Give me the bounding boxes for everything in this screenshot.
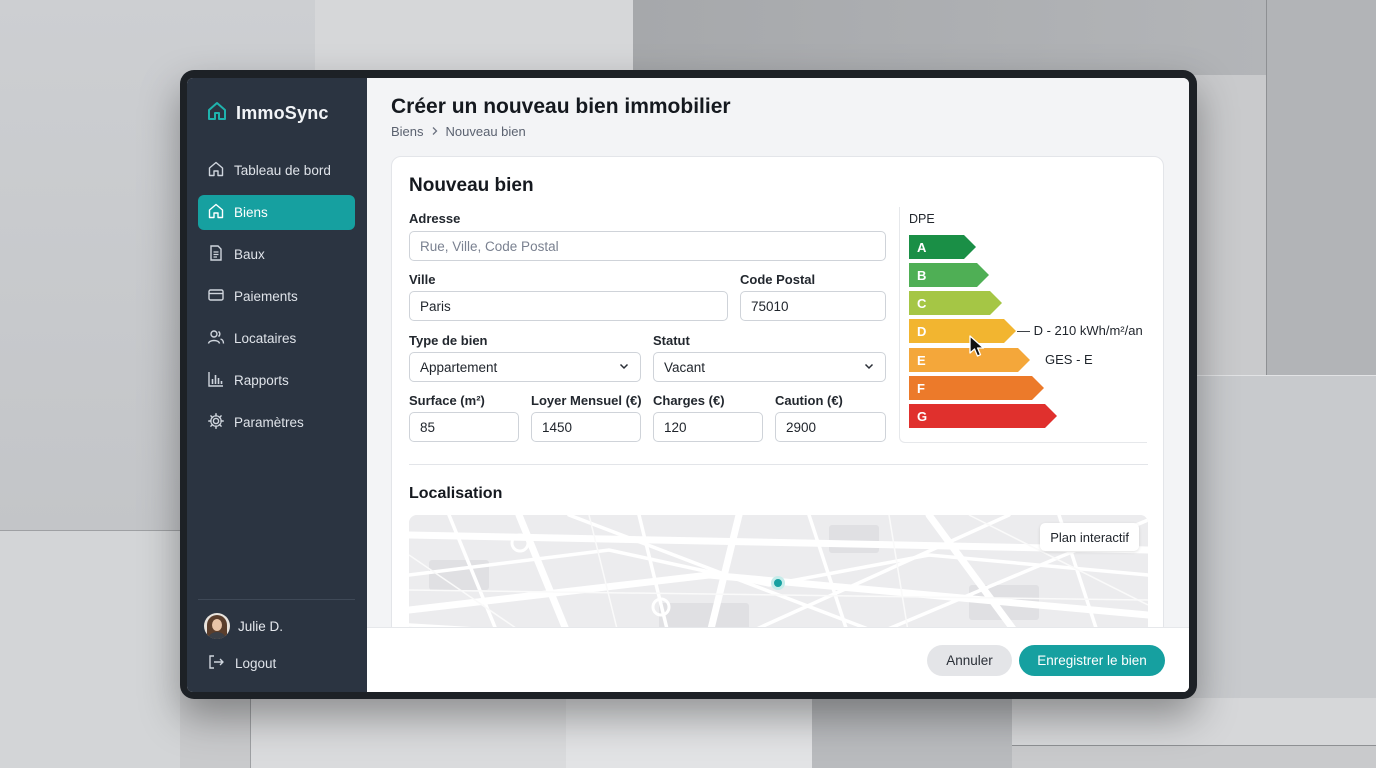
charges-label: Charges (€) [653, 393, 725, 408]
logout-button[interactable]: Logout [207, 653, 276, 674]
sidebar-item-dashboard[interactable]: Tableau de bord [198, 153, 355, 188]
section-divider [409, 464, 1148, 465]
mouse-cursor-icon [968, 334, 988, 363]
form-footer: Annuler Enregistrer le bien [367, 627, 1189, 692]
document-icon [207, 244, 225, 265]
sidebar-item-paiements[interactable]: Paiements [198, 279, 355, 314]
logout-label: Logout [235, 656, 277, 671]
dpe-title: DPE [909, 212, 935, 226]
chevron-down-icon [863, 360, 875, 375]
save-button[interactable]: Enregistrer le bien [1019, 645, 1165, 676]
app-window: ImmoSync Tableau de bord Biens Baux Paie… [187, 78, 1189, 692]
chevron-right-icon [430, 124, 440, 139]
deposit-input[interactable]: 2900 [775, 412, 886, 442]
property-form-card: Nouveau bien Adresse Rue, Ville, Code Po… [391, 156, 1164, 637]
avatar [204, 613, 230, 639]
sidebar-divider [198, 599, 355, 600]
address-label: Adresse [409, 211, 461, 226]
credit-card-icon [207, 286, 225, 307]
sidebar-item-label: Rapports [234, 373, 289, 388]
dpe-class-c[interactable]: C [909, 291, 1002, 315]
sidebar: ImmoSync Tableau de bord Biens Baux Paie… [187, 78, 367, 692]
status-value: Vacant [664, 359, 706, 375]
rent-input[interactable]: 1450 [531, 412, 641, 442]
postal-code-label: Code Postal [740, 272, 816, 287]
city-input[interactable]: Paris [409, 291, 728, 321]
home-icon [207, 160, 225, 181]
property-type-value: Appartement [420, 359, 498, 375]
dpe-panel: DPE A B C D E F G — D - 210 kWh/m²/an GE… [899, 207, 1147, 443]
brand: ImmoSync [206, 100, 329, 127]
background-panel [566, 698, 812, 768]
charges-input[interactable]: 120 [653, 412, 763, 442]
sidebar-item-label: Biens [234, 205, 268, 220]
sidebar-item-parametres[interactable]: Paramètres [198, 405, 355, 440]
sidebar-item-baux[interactable]: Baux [198, 237, 355, 272]
sidebar-item-label: Baux [234, 247, 265, 262]
sidebar-item-rapports[interactable]: Rapports [198, 363, 355, 398]
background-panel [812, 698, 1012, 768]
breadcrumb-current: Nouveau bien [445, 124, 526, 139]
background-panel [0, 530, 180, 768]
sidebar-item-label: Paiements [234, 289, 298, 304]
page-title: Créer un nouveau bien immobilier [391, 95, 731, 118]
user-profile[interactable]: Julie D. [204, 613, 283, 639]
home-icon [207, 202, 225, 223]
background-panel [1012, 698, 1376, 746]
sidebar-item-biens[interactable]: Biens [198, 195, 355, 230]
location-pin[interactable] [771, 576, 785, 590]
background-panel [250, 698, 566, 768]
logout-icon [207, 653, 225, 674]
interactive-map-button[interactable]: Plan interactif [1040, 523, 1139, 551]
background-panel [1266, 0, 1376, 375]
cancel-button[interactable]: Annuler [927, 645, 1012, 676]
location-title: Localisation [409, 485, 503, 502]
surface-input[interactable]: 85 [409, 412, 519, 442]
rent-label: Loyer Mensuel (€) [531, 393, 642, 408]
breadcrumb-link-biens[interactable]: Biens [391, 124, 424, 139]
map-streets [409, 515, 1148, 637]
chevron-down-icon [618, 360, 630, 375]
location-map[interactable]: Plan interactif [409, 515, 1148, 637]
gear-icon [207, 412, 225, 433]
sidebar-item-label: Tableau de bord [234, 163, 331, 178]
city-label: Ville [409, 272, 436, 287]
dpe-ges-note: GES - E [1045, 352, 1093, 367]
background-panel [633, 0, 1266, 75]
sidebar-item-label: Paramètres [234, 415, 304, 430]
dpe-class-f[interactable]: F [909, 376, 1044, 400]
property-type-label: Type de bien [409, 333, 488, 348]
dpe-class-d[interactable]: D [909, 319, 1016, 343]
user-name: Julie D. [238, 618, 284, 634]
breadcrumb: Biens Nouveau bien [391, 124, 526, 139]
status-label: Statut [653, 333, 690, 348]
sidebar-item-locataires[interactable]: Locataires [198, 321, 355, 356]
main-content: Créer un nouveau bien immobilier Biens N… [367, 78, 1189, 692]
dpe-class-b[interactable]: B [909, 263, 989, 287]
address-input[interactable]: Rue, Ville, Code Postal [409, 231, 886, 261]
form-title: Nouveau bien [409, 175, 534, 196]
dpe-class-g[interactable]: G [909, 404, 1057, 428]
bar-chart-icon [207, 370, 225, 391]
status-select[interactable]: Vacant [653, 352, 886, 382]
sidebar-nav: Tableau de bord Biens Baux Paiements Loc… [198, 153, 355, 447]
users-icon [207, 328, 225, 349]
surface-label: Surface (m²) [409, 393, 485, 408]
app-name: ImmoSync [236, 103, 329, 123]
property-type-select[interactable]: Appartement [409, 352, 641, 382]
deposit-label: Caution (€) [775, 393, 843, 408]
dpe-class-a[interactable]: A [909, 235, 976, 259]
sidebar-item-label: Locataires [234, 331, 297, 346]
background-panel [315, 0, 633, 75]
postal-code-input[interactable]: 75010 [740, 291, 886, 321]
house-logo-icon [206, 100, 228, 127]
dpe-energy-note: — D - 210 kWh/m²/an [1017, 323, 1143, 338]
background-panel [1196, 375, 1376, 745]
